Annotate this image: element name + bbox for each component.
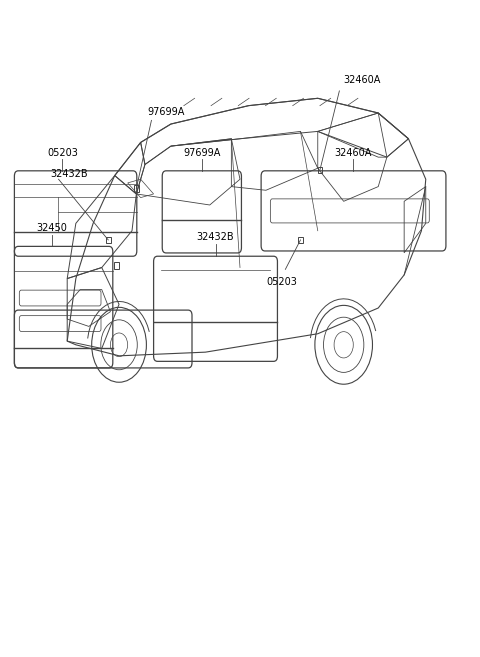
Bar — [114, 262, 119, 269]
Text: 05203: 05203 — [47, 148, 78, 158]
Bar — [106, 237, 111, 243]
Bar — [298, 237, 303, 243]
Text: 97699A: 97699A — [183, 148, 220, 158]
Text: 32432B: 32432B — [50, 170, 87, 179]
Text: 32450: 32450 — [36, 223, 67, 233]
Text: 32432B: 32432B — [197, 233, 234, 242]
Bar — [318, 167, 323, 173]
Bar — [134, 185, 139, 192]
Text: 05203: 05203 — [266, 277, 297, 286]
Text: 97699A: 97699A — [147, 106, 184, 117]
Text: 32460A: 32460A — [343, 76, 380, 85]
Text: 32460A: 32460A — [335, 148, 372, 158]
